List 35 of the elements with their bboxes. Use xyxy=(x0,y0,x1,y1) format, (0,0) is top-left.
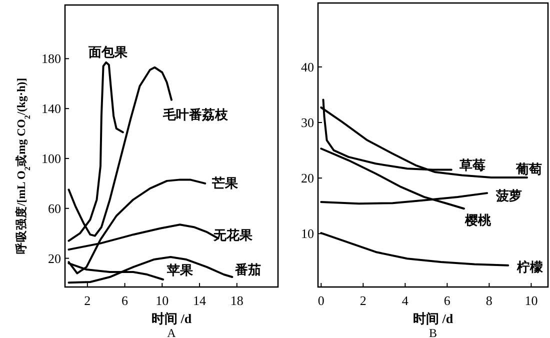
y-tick-label: 100 xyxy=(42,150,61,166)
series-label: 番茄 xyxy=(234,262,262,278)
y-tick-label: 20 xyxy=(301,170,314,186)
series-label: 毛叶番荔枝 xyxy=(162,106,229,122)
series-label: 芒果 xyxy=(211,175,240,190)
text: B xyxy=(428,326,438,338)
x-tick-label: 14 xyxy=(193,293,207,308)
y-tick-label: 60 xyxy=(48,200,61,216)
x-tick-label: 6 xyxy=(444,293,451,308)
series-label: 葡萄 xyxy=(514,162,542,177)
x-tick-label: 2 xyxy=(360,293,366,308)
x-tick-label: 0 xyxy=(318,293,324,308)
x-tick-label: 10 xyxy=(156,293,169,308)
y-tick-label: 30 xyxy=(301,114,314,130)
x-tick-label: 2 xyxy=(84,293,91,308)
series-label: 无花果 xyxy=(212,227,254,242)
series-label: 菠萝 xyxy=(495,188,522,204)
y-tick-label: 20 xyxy=(48,250,61,266)
y-tick-label: 140 xyxy=(42,101,61,116)
series-label: 柠檬 xyxy=(516,259,544,274)
series-label: 樱桃 xyxy=(464,212,492,228)
series-label: 苹果 xyxy=(166,262,194,278)
x-tick-label: 18 xyxy=(230,293,244,308)
x-axis-title: 时间 /d xyxy=(151,311,192,326)
series-label: 面包果 xyxy=(87,44,128,60)
y-tick-label: 10 xyxy=(301,226,314,242)
y-tick-label: 40 xyxy=(301,59,314,74)
y-tick-label: 180 xyxy=(42,51,61,66)
x-tick-label: 6 xyxy=(122,293,129,308)
x-axis-title: 时间 /d xyxy=(412,311,454,326)
series-label: 草莓 xyxy=(458,158,486,173)
x-tick-label: 4 xyxy=(402,293,409,308)
x-tick-label: 8 xyxy=(486,293,492,308)
x-tick-label: 10 xyxy=(524,293,538,308)
text: A xyxy=(167,326,176,338)
